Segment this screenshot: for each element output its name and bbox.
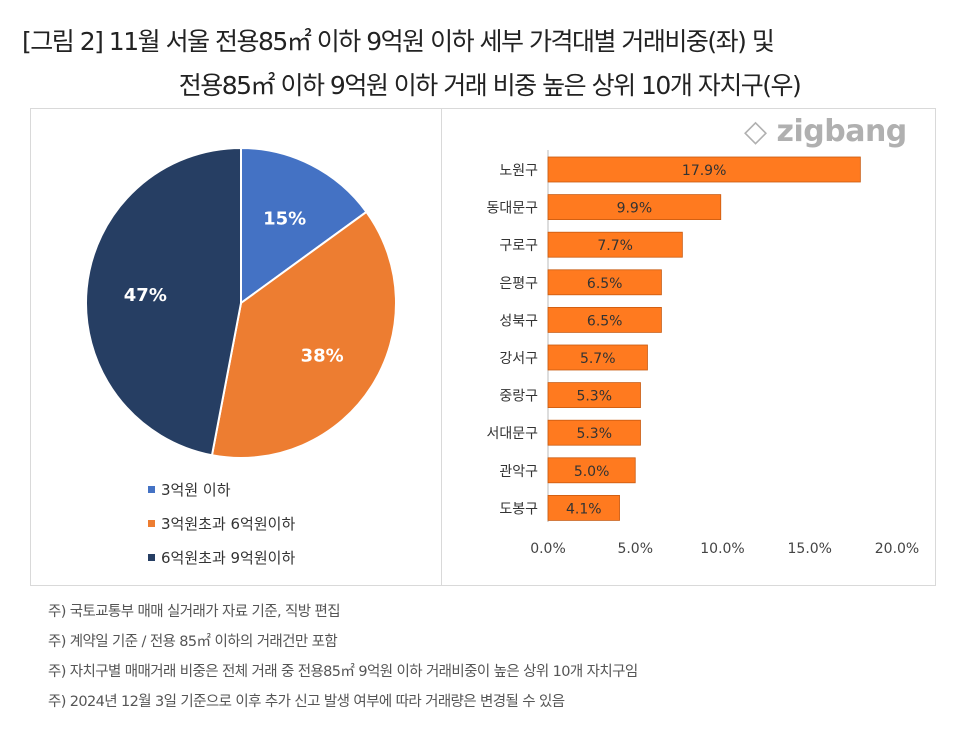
- pie-slice: [210, 210, 397, 459]
- pie-label: 38%: [301, 345, 344, 366]
- bar: [547, 269, 662, 296]
- category-label: 구로구: [499, 238, 538, 254]
- bar-label: 7.7%: [597, 238, 633, 254]
- bar: [547, 156, 861, 183]
- bar: [547, 231, 683, 258]
- legend-swatch: [148, 486, 155, 493]
- note: 주) 계약일 기준 / 전용 85㎡ 이하의 거래건만 포함: [48, 634, 338, 650]
- bar: [547, 306, 662, 333]
- x-tick-label: 0.0%: [530, 541, 566, 557]
- bar: [547, 194, 722, 221]
- pie-slice: [240, 146, 368, 305]
- pie-slice: [84, 146, 242, 457]
- title-line-2: 전용85㎡ 이하 9억원 이하 거래 비중 높은 상위 10개 자치구(우): [178, 71, 802, 100]
- x-tick-label: 10.0%: [700, 541, 744, 557]
- zigbang-logo: ◇ zigbang: [744, 114, 907, 149]
- bar: [547, 382, 641, 409]
- pie-label: 15%: [263, 208, 306, 229]
- title-line-1: [그림 2] 11월 서울 전용85㎡ 이하 9억원 이하 세부 가격대별 거래…: [22, 27, 775, 56]
- category-label: 강서구: [499, 351, 538, 367]
- legend-label: 3억원 이하: [161, 481, 231, 499]
- category-label: 노원구: [499, 163, 538, 179]
- bar-label: 17.9%: [682, 163, 726, 179]
- category-label: 도봉구: [499, 501, 538, 517]
- legend-swatch: [148, 554, 155, 561]
- category-label: 관악구: [499, 464, 538, 480]
- note: 주) 국토교통부 매매 실거래가 자료 기준, 직방 편집: [48, 604, 341, 620]
- bar-panel: [441, 108, 936, 586]
- bar-label: 4.1%: [566, 501, 602, 517]
- pie-label: 47%: [124, 285, 167, 306]
- note: 주) 자치구별 매매거래 비중은 전체 거래 중 전용85㎡ 9억원 이하 거래…: [48, 664, 638, 680]
- bar-label: 5.0%: [574, 464, 610, 480]
- bar-label: 5.7%: [580, 351, 616, 367]
- legend-label: 6억원초과 9억원이하: [161, 549, 295, 567]
- x-tick-label: 15.0%: [788, 541, 832, 557]
- category-label: 은평구: [499, 276, 538, 292]
- bar-label: 9.9%: [617, 201, 653, 217]
- bar-label: 6.5%: [587, 313, 623, 329]
- bar: [547, 494, 620, 521]
- category-label: 서대문구: [486, 426, 538, 442]
- x-tick-label: 5.0%: [617, 541, 653, 557]
- x-tick-label: 20.0%: [875, 541, 919, 557]
- bar-label: 5.3%: [576, 389, 612, 405]
- bar: [547, 457, 636, 484]
- bar-label: 6.5%: [587, 276, 623, 292]
- legend-label: 3억원초과 6억원이하: [161, 515, 295, 533]
- category-label: 성북구: [499, 313, 538, 329]
- bar: [547, 344, 648, 371]
- bar-label: 5.3%: [576, 426, 612, 442]
- category-label: 동대문구: [486, 201, 538, 217]
- logo-text: zigbang: [776, 114, 908, 149]
- note: 주) 2024년 12월 3일 기준으로 이후 추가 신고 발생 여부에 따라 …: [48, 694, 565, 710]
- legend-swatch: [148, 520, 155, 527]
- category-label: 중랑구: [499, 389, 538, 405]
- bar: [547, 419, 641, 446]
